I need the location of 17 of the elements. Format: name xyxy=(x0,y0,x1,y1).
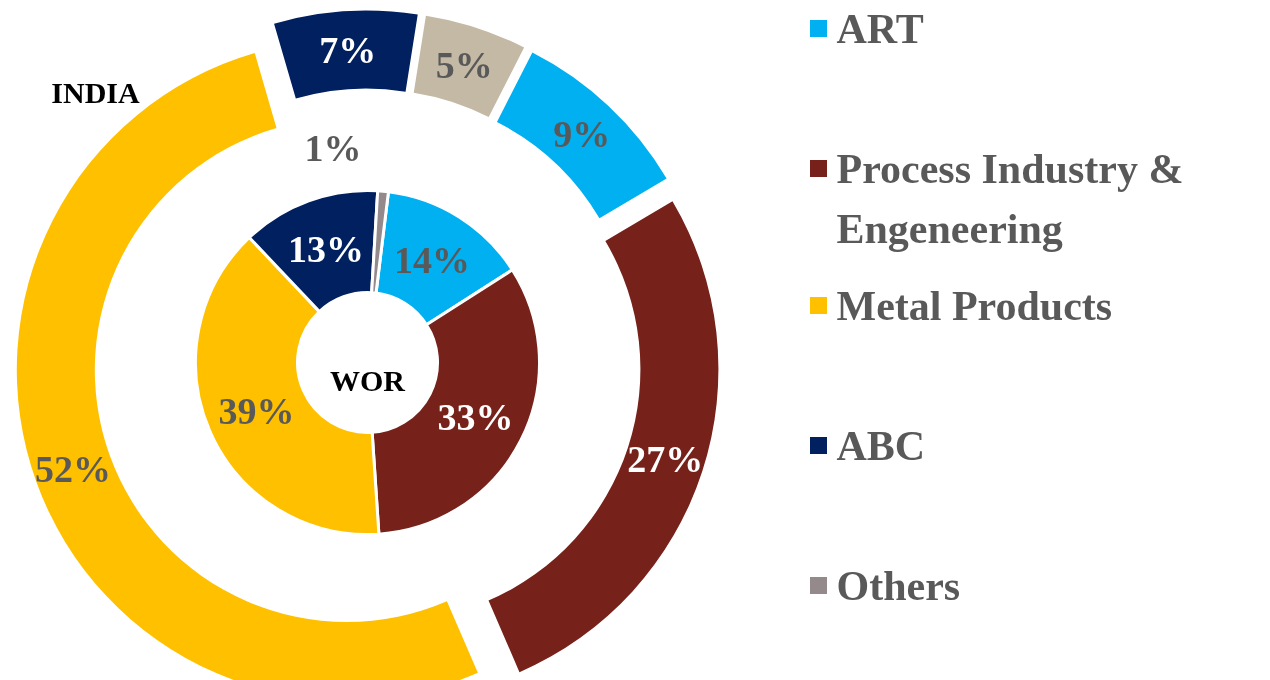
data-label: 1% xyxy=(304,127,362,170)
slice-label: WOR xyxy=(330,364,406,397)
legend-label: Others xyxy=(836,562,961,609)
legend-label: ABC xyxy=(836,422,926,469)
data-label: 52% xyxy=(35,447,111,490)
data-label: 27% xyxy=(627,438,704,481)
data-label: 13% xyxy=(288,227,365,270)
data-label: 7% xyxy=(319,29,377,72)
slice-label: INDIA xyxy=(51,76,141,109)
legend-label: ART xyxy=(836,5,924,52)
data-label: 14% xyxy=(393,239,470,282)
data-label: 39% xyxy=(218,389,295,432)
legend-label: Metal Products xyxy=(836,282,1113,329)
legend-label: Process Industry & Engeneering xyxy=(836,145,1184,252)
data-label: 5% xyxy=(435,43,493,86)
data-label: 33% xyxy=(437,396,514,439)
data-label: 9% xyxy=(553,113,611,156)
